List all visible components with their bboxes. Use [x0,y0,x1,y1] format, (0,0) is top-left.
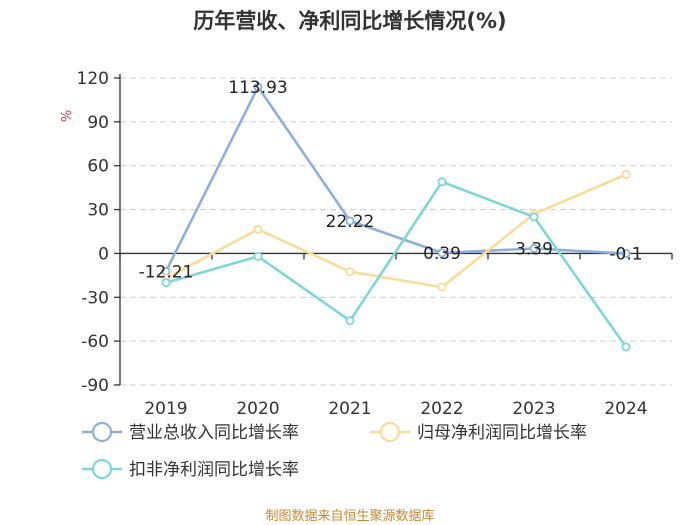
y-tick-label: -90 [81,376,109,396]
legend-label-0: 营业总收入同比增长率 [129,423,299,443]
y-tick-label: -60 [81,332,109,352]
series-2-point [621,342,631,352]
x-tick-label: 2019 [144,399,187,419]
series-line-1 [165,173,627,289]
series-0-point [529,243,539,253]
series-line-0 [164,85,627,272]
x-tick-label: 2024 [604,399,647,419]
x-tick-label: 2020 [236,399,279,419]
data-label: -0.1 [609,245,642,265]
series-0-point [437,248,447,258]
legend-marker-1 [379,421,401,443]
series-lines [161,82,631,352]
legend-label-1: 归母净利润同比增长率 [417,423,587,443]
series-1-point [621,169,631,179]
series-1-point [345,267,355,277]
series-0-point [345,216,355,226]
data-label: 0.39 [423,244,461,264]
y-tick-label: 0 [98,244,109,264]
data-label: 113.93 [228,78,287,98]
y-tick-label: 60 [87,157,109,177]
data-label: -12.21 [139,262,194,282]
source-note: 制图数据来自恒生聚源数据库 [265,508,434,524]
x-tick-label: 2021 [328,399,371,419]
legend-marker-2 [91,458,113,480]
series-2-point [437,177,447,187]
chart-title: 历年营收、净利同比增长情况(%) [193,9,506,33]
series-2-point [161,278,171,288]
series-line-2 [165,180,628,348]
series-2-point [253,251,263,261]
legend-marker-0 [91,421,113,443]
series-0-point [253,82,263,92]
series-1-point [437,282,447,292]
series-2-point [345,316,355,326]
y-tick-label: -30 [81,288,109,308]
y-tick-label: 120 [77,69,109,89]
series-2-point [529,212,539,222]
data-labels: -12.21 113.93 22.22 0.39 3.39 -0.1 [139,78,643,282]
legend-label-2: 扣非净利润同比增长率 [129,460,299,480]
data-label: 3.39 [515,239,553,259]
y-axis-unit: % [60,110,75,122]
grid-lines [120,77,672,386]
y-tick-label: 30 [87,201,109,221]
x-tick-label: 2023 [512,399,555,419]
y-tick-label: 90 [87,113,109,133]
series-0-point [621,249,631,259]
axes: 120 90 60 30 0 -30 -60 -90 2019 2020 2021 2022 2023 2… [77,69,673,419]
x-tick-label: 2022 [420,399,463,419]
series-1-point [253,224,263,234]
data-label: 22.22 [326,212,375,232]
